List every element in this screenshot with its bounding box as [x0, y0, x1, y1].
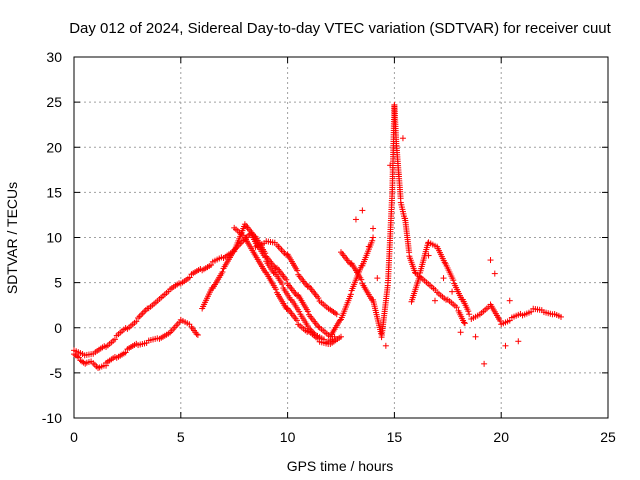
data-point-plus	[457, 329, 464, 336]
data-point-plus	[461, 320, 468, 327]
data-point-plus	[528, 308, 535, 315]
data-point-plus	[141, 308, 148, 315]
y-tick-label: -10	[42, 410, 62, 426]
data-point-plus	[193, 331, 200, 338]
x-tick-label: 20	[493, 429, 509, 445]
data-point-plus	[315, 295, 322, 302]
y-axis-label: SDTVAR / TECUs	[4, 182, 20, 294]
x-tick-label: 5	[177, 429, 185, 445]
data-point-plus	[449, 288, 456, 295]
data-point-plus	[395, 171, 402, 178]
data-point-plus	[279, 281, 286, 288]
data-point-plus	[374, 275, 381, 282]
data-point-plus	[358, 276, 365, 283]
x-axis-label: GPS time / hours	[287, 458, 394, 474]
data-point-plus	[481, 360, 488, 367]
y-tick-label: 0	[54, 320, 62, 336]
data-point-plus	[315, 323, 322, 330]
axis-ticks	[73, 56, 609, 419]
data-point-plus	[352, 216, 359, 223]
y-tick-label: 15	[46, 184, 62, 200]
data-point-plus	[138, 311, 145, 318]
data-point-plus	[472, 333, 479, 340]
data-point-plus	[506, 317, 513, 324]
data-point-plus	[272, 286, 279, 293]
data-point-plus	[293, 317, 300, 324]
data-point-plus	[370, 225, 377, 232]
data-point-plus	[399, 135, 406, 142]
data-point-plus	[365, 243, 372, 250]
data-point-plus	[186, 274, 193, 281]
data-point-plus	[378, 330, 385, 337]
data-point-plus	[506, 297, 513, 304]
data-point-plus	[359, 207, 366, 214]
data-point-plus	[238, 239, 245, 246]
data-point-plus	[491, 270, 498, 277]
data-point-plus	[219, 268, 226, 275]
data-point-plus	[440, 275, 447, 282]
data-point-plus	[194, 331, 201, 338]
data-points	[71, 101, 565, 371]
y-tick-label: 25	[46, 94, 62, 110]
y-tick-label: 5	[54, 275, 62, 291]
data-point-plus	[294, 267, 301, 274]
x-tick-label: 25	[600, 429, 616, 445]
data-point-plus	[304, 308, 311, 315]
data-point-plus	[453, 304, 460, 311]
x-tick-label: 10	[280, 429, 296, 445]
data-point-plus	[382, 342, 389, 349]
data-point-plus	[338, 333, 344, 340]
data-point-plus	[466, 311, 473, 318]
data-point-plus	[111, 336, 118, 343]
data-point-plus	[139, 310, 146, 317]
y-tick-label: -5	[50, 365, 63, 381]
data-point-plus	[136, 313, 143, 320]
data-point-plus	[465, 308, 472, 315]
data-point-plus	[387, 162, 394, 169]
data-point-plus	[502, 342, 509, 349]
y-tick-label: 30	[46, 49, 62, 65]
data-point-plus	[416, 273, 423, 280]
data-point-plus	[558, 313, 565, 320]
y-tick-label: 20	[46, 139, 62, 155]
data-point-plus	[460, 319, 467, 326]
data-point-plus	[515, 338, 522, 345]
tick-labels: 0 5 10 15 20 25 -10 -5 0 5 10 15 20 25 30	[42, 49, 616, 445]
data-point-plus	[208, 262, 215, 269]
data-point-plus	[497, 317, 504, 324]
x-tick-label: 15	[387, 429, 403, 445]
data-point-plus	[133, 318, 140, 325]
data-point-plus	[283, 276, 290, 283]
data-point-plus	[370, 234, 377, 241]
data-point-plus	[487, 257, 494, 264]
data-point-plus	[425, 252, 432, 259]
data-point-plus	[333, 311, 340, 318]
data-point-plus	[441, 259, 448, 266]
data-point-plus	[296, 308, 303, 315]
data-point-plus	[103, 362, 110, 369]
data-point-plus	[262, 250, 269, 257]
data-point-plus	[122, 349, 129, 356]
y-tick-label: 10	[46, 230, 62, 246]
x-tick-label: 0	[70, 429, 78, 445]
data-point-plus	[431, 297, 438, 304]
grid-lines	[74, 57, 608, 418]
data-point-plus	[450, 277, 457, 284]
data-point-plus	[347, 291, 354, 298]
chart-title: Day 012 of 2024, Sidereal Day-to-day VTE…	[69, 20, 611, 37]
data-point-plus	[369, 237, 376, 244]
